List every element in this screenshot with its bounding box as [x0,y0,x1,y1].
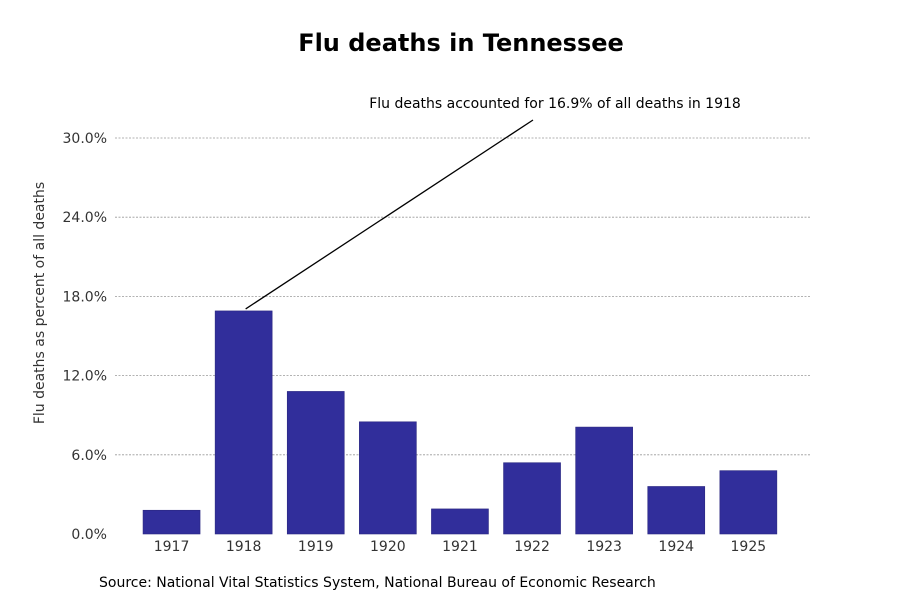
bar-1922 [503,462,561,535]
y-axis-label: Flu deaths as percent of all deaths [32,182,48,424]
bar-1917 [142,509,201,535]
y-tick-label: 0.0% [71,527,107,543]
bar-1920 [359,421,417,535]
y-tick-label: 6.0% [71,448,107,464]
y-axis-ticks: 0.0% 6.0% 12.0% 18.0% 24.0% 30.0% [63,131,107,543]
x-tick-label: 1920 [370,539,406,555]
y-tick-label: 30.0% [63,131,107,147]
bar-1924 [647,486,706,535]
y-tick-label: 12.0% [63,369,107,385]
bar-1923 [575,426,633,535]
x-tick-label: 1924 [658,539,694,555]
x-axis-ticks: 1917 1918 1919 1920 1921 1922 1923 1924 1925 [154,539,766,555]
annotation-text: Flu deaths accounted for 16.9% of all de… [369,96,741,112]
chart-title: Flu deaths in Tennessee [298,29,624,57]
bars [142,310,778,535]
x-tick-label: 1922 [514,539,550,555]
annotation-arrow-line [245,119,534,310]
bar-1918 [214,310,273,535]
x-tick-label: 1925 [731,539,767,555]
x-tick-label: 1919 [298,539,334,555]
y-tick-label: 18.0% [63,289,107,305]
y-tick-label: 24.0% [63,210,107,226]
x-tick-label: 1918 [226,539,262,555]
x-tick-label: 1921 [442,539,478,555]
source-note: Source: National Vital Statistics System… [99,575,656,591]
x-tick-label: 1923 [586,539,622,555]
bar-1925 [719,470,778,535]
bar-1919 [286,391,345,535]
x-tick-label: 1917 [154,539,190,555]
bar-1921 [431,508,489,535]
